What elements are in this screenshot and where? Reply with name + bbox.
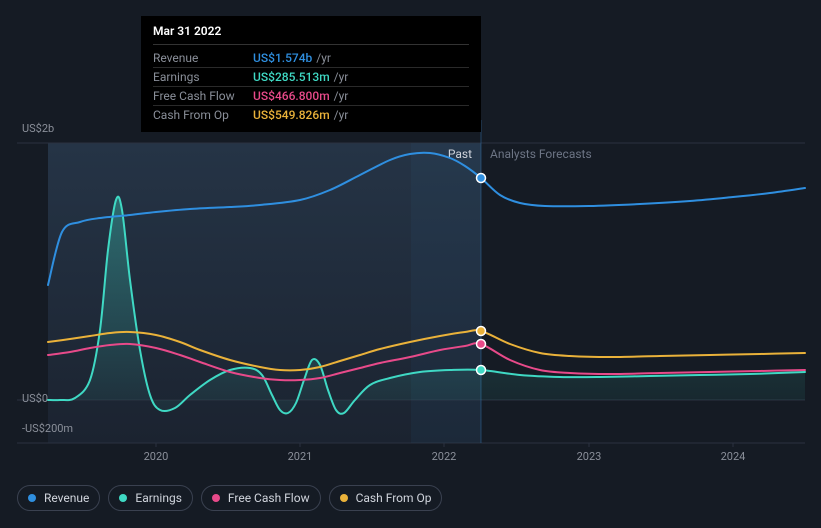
- legend-label: Free Cash Flow: [228, 491, 310, 505]
- legend-label: Cash From Op: [356, 491, 432, 505]
- tooltip-row-value: US$549.826m: [253, 108, 330, 122]
- tooltip-row-unit: /yr: [334, 108, 349, 122]
- x-axis-label: 2024: [721, 450, 746, 463]
- x-axis-label: 2021: [288, 450, 313, 463]
- tooltip-row: Free Cash FlowUS$466.800m/yr: [153, 87, 469, 106]
- legend-label: Earnings: [135, 491, 182, 505]
- legend-item-revenue[interactable]: Revenue: [17, 485, 100, 511]
- legend-dot-icon: [340, 494, 348, 502]
- tooltip-row: EarningsUS$285.513m/yr: [153, 68, 469, 87]
- y-axis-label: -US$200m: [22, 422, 73, 435]
- x-axis-label: 2022: [432, 450, 457, 463]
- chart-tooltip: Mar 31 2022 RevenueUS$1.574b/yrEarningsU…: [141, 16, 481, 132]
- tooltip-row-unit: /yr: [316, 51, 331, 65]
- tooltip-row-value: US$1.574b: [253, 51, 312, 65]
- legend-dot-icon: [212, 494, 220, 502]
- legend-dot-icon: [119, 494, 127, 502]
- tooltip-row-value: US$466.800m: [253, 89, 330, 103]
- y-axis-label: US$0: [22, 392, 48, 405]
- tooltip-row-label: Earnings: [153, 70, 253, 84]
- tooltip-row: Cash From OpUS$549.826m/yr: [153, 106, 469, 124]
- tooltip-row-value: US$285.513m: [253, 70, 330, 84]
- legend-item-earnings[interactable]: Earnings: [108, 485, 193, 511]
- x-axis-label: 2023: [577, 450, 602, 463]
- tooltip-title: Mar 31 2022: [153, 24, 469, 45]
- tooltip-row-unit: /yr: [334, 70, 349, 84]
- legend-dot-icon: [28, 494, 36, 502]
- region-label-forecast: Analysts Forecasts: [490, 147, 592, 161]
- tooltip-row-unit: /yr: [334, 89, 349, 103]
- tooltip-row: RevenueUS$1.574b/yr: [153, 49, 469, 68]
- legend-item-cfo[interactable]: Cash From Op: [329, 485, 443, 511]
- legend-label: Revenue: [44, 491, 89, 505]
- x-axis-label: 2020: [144, 450, 169, 463]
- tooltip-row-label: Free Cash Flow: [153, 89, 253, 103]
- tooltip-row-label: Cash From Op: [153, 108, 253, 122]
- tooltip-row-label: Revenue: [153, 51, 253, 65]
- y-axis-label: US$2b: [22, 122, 54, 135]
- legend-item-fcf[interactable]: Free Cash Flow: [201, 485, 321, 511]
- chart-legend: Revenue Earnings Free Cash Flow Cash From O…: [17, 485, 442, 511]
